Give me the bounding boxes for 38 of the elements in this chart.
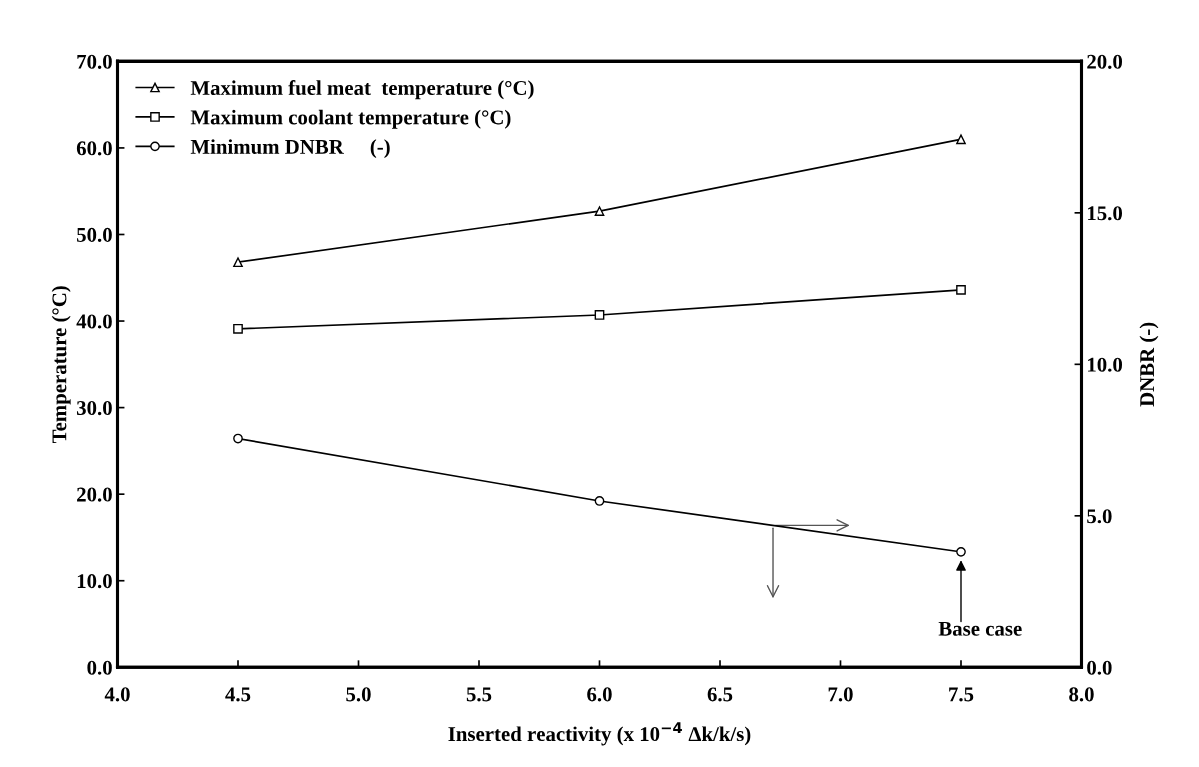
x-tick-label: 6.5 [707, 687, 733, 702]
point [956, 285, 966, 295]
legend-label: Maximum coolant temperature (°C) [190, 109, 511, 129]
y-tick-label: 30.0 [76, 400, 112, 416]
point [233, 257, 243, 268]
x-tick-label: 4.5 [225, 687, 251, 702]
x-tick-label: 8.0 [1069, 687, 1094, 702]
y-tick-label: 20.0 [77, 487, 112, 502]
point [594, 496, 605, 506]
x-tick-label: 4.0 [104, 687, 130, 702]
x-tick-label: 6.0 [587, 687, 612, 702]
y-tick-label: 70.0 [77, 54, 112, 69]
legend-label: Maximum fuel meat temperature (°C) [190, 80, 534, 100]
y2-tick-label: 10.0 [1088, 357, 1123, 372]
y-tick-label: 50.0 [77, 227, 112, 243]
point [233, 433, 243, 444]
y-tick-label: 40.0 [76, 314, 112, 329]
x-tick-label: 7.0 [828, 687, 853, 702]
annotation: Base case [938, 621, 1022, 636]
point [956, 134, 966, 145]
y-tick-label: 10.0 [77, 574, 112, 589]
y2-tick-label: 5.0 [1087, 509, 1112, 524]
point [594, 206, 605, 216]
point [956, 546, 966, 557]
x-tick-label: 5.5 [466, 687, 492, 702]
x-tick-label: 7.5 [949, 687, 974, 702]
y2-tick-label: 20.0 [1087, 54, 1123, 69]
x-axis-title: Inserted reactivity (x 10$^{−4}$ Δk/k/s) [448, 722, 751, 746]
y-axis-title: Temperature (°C) [51, 286, 71, 444]
legend-label: Minimum DNBR (-) [190, 139, 390, 159]
y-tick-label: 0.0 [87, 660, 112, 675]
x-tick-label: 5.0 [346, 687, 371, 702]
point [233, 323, 243, 334]
y2-tick-label: 15.0 [1088, 206, 1123, 221]
y2-tick-label: 0.0 [1087, 660, 1112, 675]
point [594, 310, 605, 320]
y2-axis-title: DNBR (-) [1139, 322, 1159, 407]
y-tick-label: 60.0 [76, 141, 112, 156]
